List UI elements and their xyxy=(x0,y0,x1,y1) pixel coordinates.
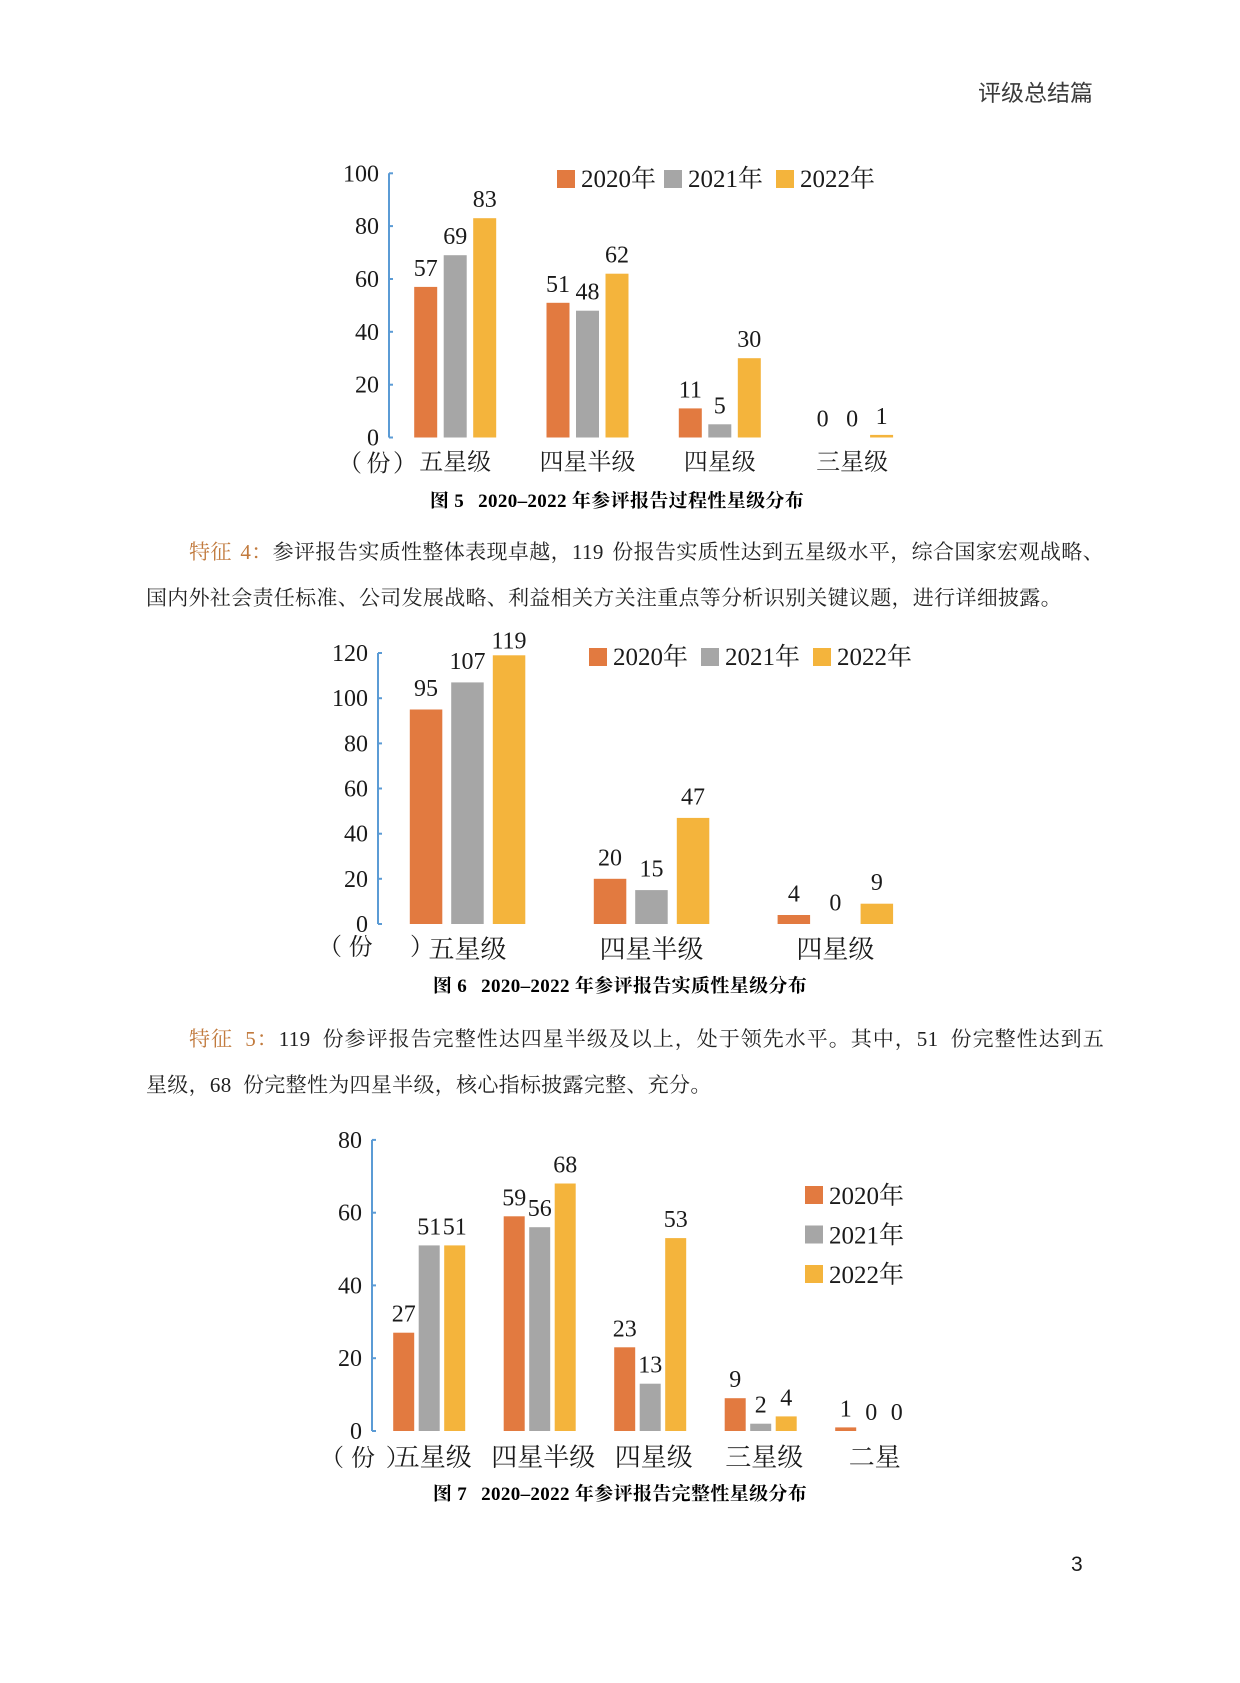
svg-text:五星级: 五星级 xyxy=(428,935,506,964)
svg-text:20: 20 xyxy=(344,867,368,893)
svg-text:2020年: 2020年 xyxy=(581,165,656,193)
svg-text:2022年: 2022年 xyxy=(800,165,875,193)
svg-text:120: 120 xyxy=(332,641,368,667)
svg-text:4: 4 xyxy=(780,1385,792,1411)
svg-text:15: 15 xyxy=(640,857,664,883)
svg-text:27: 27 xyxy=(392,1302,416,1328)
svg-text:53: 53 xyxy=(664,1207,688,1233)
svg-text:20: 20 xyxy=(598,845,622,871)
svg-text:四星级: 四星级 xyxy=(615,1443,693,1472)
svg-text:40: 40 xyxy=(344,822,368,848)
svg-text:份: 份 xyxy=(351,1445,375,1472)
svg-text:56: 56 xyxy=(528,1196,552,1222)
svg-text:四星半级: 四星半级 xyxy=(599,935,703,964)
svg-text:0: 0 xyxy=(350,1419,362,1445)
svg-text:三星级: 三星级 xyxy=(725,1443,803,1472)
svg-text:四星半级: 四星半级 xyxy=(491,1443,595,1472)
svg-text:（: （ xyxy=(338,451,362,478)
svg-text:95: 95 xyxy=(414,676,438,702)
svg-text:2021年: 2021年 xyxy=(725,643,800,671)
svg-text:0: 0 xyxy=(891,1400,903,1426)
svg-text:80: 80 xyxy=(338,1128,362,1154)
svg-text:0: 0 xyxy=(817,407,829,433)
svg-text:）: ） xyxy=(386,1445,410,1472)
svg-text:2020年: 2020年 xyxy=(613,643,688,671)
svg-text:份: 份 xyxy=(367,451,391,478)
svg-text:51: 51 xyxy=(443,1214,467,1240)
svg-text:0: 0 xyxy=(865,1400,877,1426)
svg-text:（: （ xyxy=(330,934,342,961)
svg-text:0: 0 xyxy=(829,891,841,917)
svg-text:40: 40 xyxy=(338,1273,362,1299)
svg-text:69: 69 xyxy=(443,224,467,250)
svg-text:2020年: 2020年 xyxy=(829,1182,904,1210)
svg-text:三星级: 三星级 xyxy=(816,450,888,476)
svg-text:2022年: 2022年 xyxy=(829,1261,904,1289)
svg-text:1: 1 xyxy=(840,1396,852,1422)
svg-text:四星级: 四星级 xyxy=(796,935,874,964)
svg-text:68: 68 xyxy=(553,1153,577,1179)
svg-text:1: 1 xyxy=(876,404,888,430)
svg-text:0: 0 xyxy=(367,426,379,452)
svg-text:51: 51 xyxy=(546,272,570,298)
svg-text:4: 4 xyxy=(788,882,800,908)
svg-text:（: （ xyxy=(330,1445,344,1472)
svg-text:107: 107 xyxy=(450,649,486,675)
svg-text:2: 2 xyxy=(755,1393,767,1419)
svg-text:9: 9 xyxy=(729,1367,741,1393)
svg-text:60: 60 xyxy=(355,267,379,293)
svg-text:80: 80 xyxy=(355,214,379,240)
svg-text:20: 20 xyxy=(338,1346,362,1372)
svg-text:5: 5 xyxy=(714,393,726,419)
svg-text:0: 0 xyxy=(846,407,858,433)
svg-text:2022年: 2022年 xyxy=(837,643,912,671)
svg-text:11: 11 xyxy=(679,377,702,403)
svg-text:五星级: 五星级 xyxy=(394,1443,472,1472)
svg-text:80: 80 xyxy=(344,731,368,757)
svg-text:30: 30 xyxy=(737,327,761,353)
svg-text:60: 60 xyxy=(344,777,368,803)
svg-text:100: 100 xyxy=(343,161,379,187)
svg-text:23: 23 xyxy=(613,1316,637,1342)
svg-text:57: 57 xyxy=(414,256,438,282)
svg-text:13: 13 xyxy=(638,1353,662,1379)
svg-text:51: 51 xyxy=(417,1214,441,1240)
svg-text:二星: 二星 xyxy=(849,1443,901,1472)
svg-text:59: 59 xyxy=(502,1185,526,1211)
svg-text:100: 100 xyxy=(332,686,368,712)
svg-text:9: 9 xyxy=(871,870,883,896)
svg-text:四星半级: 四星半级 xyxy=(540,449,636,476)
svg-text:60: 60 xyxy=(338,1201,362,1227)
svg-text:四星级: 四星级 xyxy=(684,450,756,476)
svg-text:47: 47 xyxy=(681,784,705,810)
svg-text:40: 40 xyxy=(355,320,379,346)
svg-text:48: 48 xyxy=(576,280,600,306)
svg-text:）: ） xyxy=(410,934,434,961)
svg-text:五星级: 五星级 xyxy=(419,450,491,476)
svg-text:）: ） xyxy=(393,451,417,478)
svg-text:119: 119 xyxy=(491,629,526,655)
svg-text:83: 83 xyxy=(473,187,497,213)
svg-text:20: 20 xyxy=(355,373,379,399)
svg-text:62: 62 xyxy=(605,243,629,269)
svg-text:2021年: 2021年 xyxy=(688,165,763,193)
svg-text:0: 0 xyxy=(356,912,368,938)
svg-text:2021年: 2021年 xyxy=(829,1222,904,1250)
svg-text:份: 份 xyxy=(349,934,373,961)
